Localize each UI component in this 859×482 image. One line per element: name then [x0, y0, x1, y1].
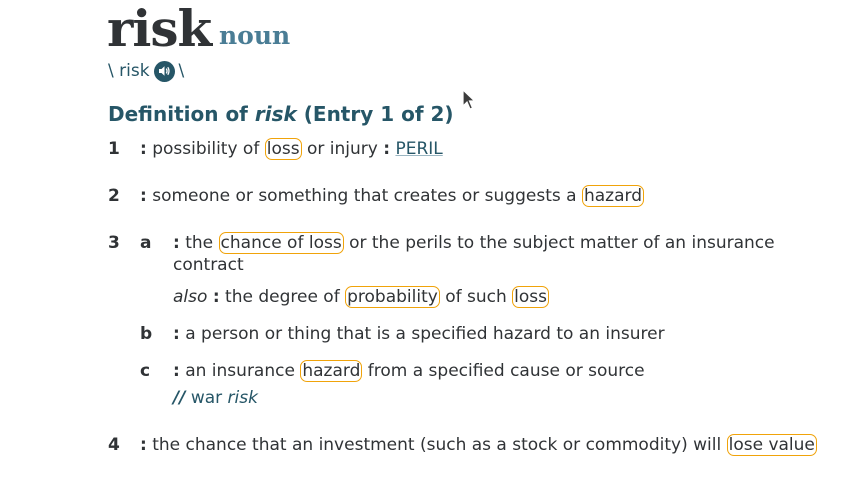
sense-1-definition: : possibility of loss or injury : PERIL	[140, 138, 443, 160]
speaker-icon[interactable]	[153, 60, 175, 82]
highlight-chance-of-loss: chance of loss	[218, 232, 344, 254]
headword: risk	[107, 0, 212, 58]
highlight-loss: loss	[264, 138, 302, 160]
sense-2-definition: : someone or something that creates or s…	[140, 185, 644, 207]
sense-3a-also: also : the degree of probability of such…	[173, 286, 550, 308]
mouse-pointer-icon	[462, 88, 476, 115]
sense-3b-definition: : a person or thing that is a specified …	[173, 324, 665, 344]
sense-3a-continuation: contract	[173, 255, 244, 275]
sense-3a-definition: : the chance of loss or the perils to th…	[173, 232, 775, 254]
highlight-probability: probability	[345, 286, 440, 308]
pronunciation-text: \ risk	[108, 61, 150, 81]
sense-letter-b: b	[140, 324, 153, 344]
sense-number-4: 4	[108, 435, 120, 455]
highlight-hazard: hazard	[581, 185, 644, 207]
sense-number-1: 1	[108, 139, 120, 159]
usage-example: // war risk	[173, 388, 258, 408]
usage-mark: //	[173, 388, 186, 408]
sense-3c-definition: : an insurance hazard from a specified c…	[173, 360, 645, 382]
part-of-speech[interactable]: noun	[219, 21, 291, 50]
highlight-lose-value: lose value	[726, 434, 817, 456]
highlight-hazard-2: hazard	[300, 360, 363, 382]
sense-4-definition: : the chance that an investment (such as…	[140, 434, 817, 456]
pronunciation: \ risk \	[108, 59, 184, 83]
sense-number-2: 2	[108, 186, 120, 206]
cross-reference-link[interactable]: PERIL	[395, 139, 443, 159]
sense-letter-a: a	[140, 233, 152, 253]
definition-heading: Definition of risk (Entry 1 of 2)	[108, 102, 454, 126]
pronunciation-close: \	[178, 61, 185, 81]
highlight-loss-2: loss	[512, 286, 550, 308]
sense-letter-c: c	[140, 361, 151, 381]
sense-number-3: 3	[108, 233, 120, 253]
